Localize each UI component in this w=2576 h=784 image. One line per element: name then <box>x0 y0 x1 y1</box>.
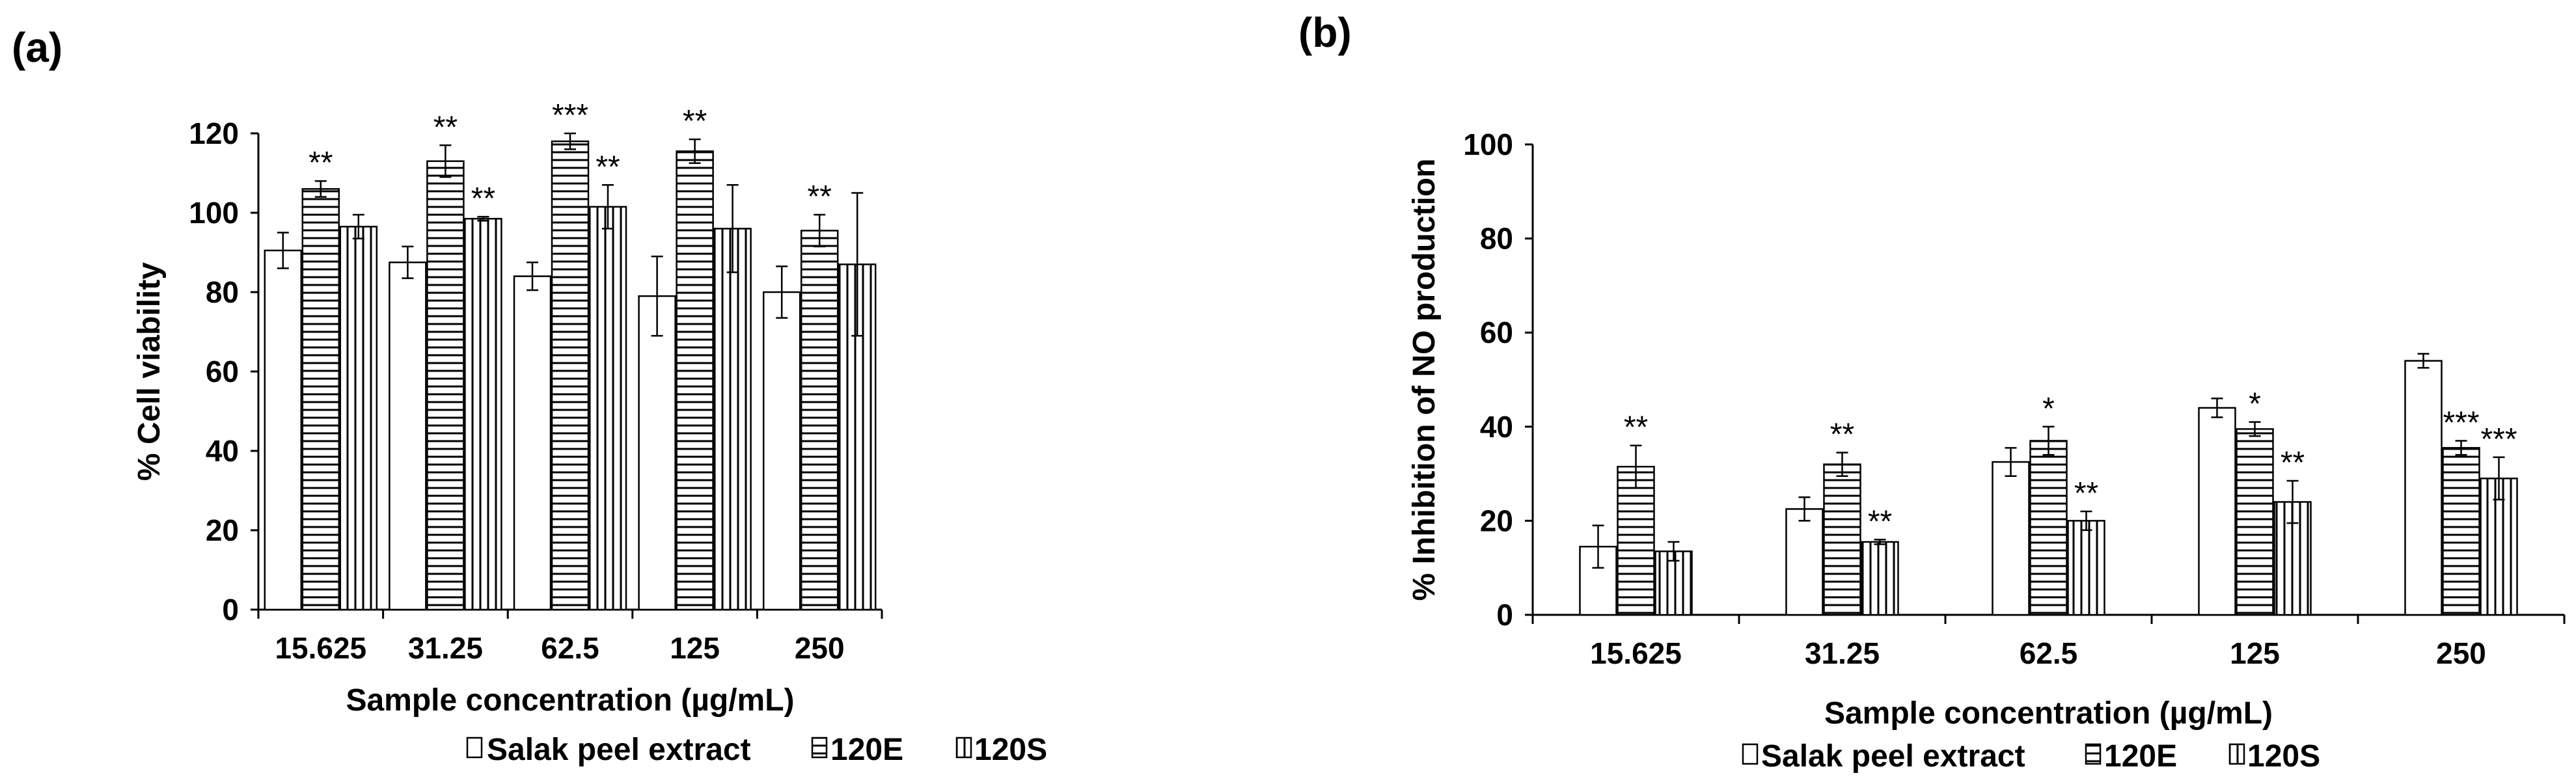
x-tick-label: 125 <box>2230 636 2280 670</box>
x-tick-label: 62.5 <box>2020 636 2078 670</box>
y-tick-label: 60 <box>1480 316 1513 349</box>
significance-label: ** <box>1830 418 1854 452</box>
legend-label: 120S <box>2247 739 2320 774</box>
significance-label: *** <box>2480 422 2517 457</box>
bar <box>301 188 340 611</box>
bar <box>1992 461 2030 616</box>
significance-label: ** <box>1624 411 1648 445</box>
legend-swatch <box>955 737 972 759</box>
legend-label: 120E <box>2104 739 2177 774</box>
y-tick-label: 100 <box>189 196 239 230</box>
x-tick-label: 31.25 <box>408 631 483 665</box>
bar <box>513 275 552 611</box>
bar <box>1617 466 1655 616</box>
legend-label: 120E <box>830 733 903 767</box>
significance-label: ** <box>2074 476 2098 511</box>
bar <box>264 249 303 611</box>
bar <box>638 295 676 611</box>
bar <box>1785 508 1824 616</box>
significance-label: *** <box>552 98 588 133</box>
bar <box>2442 447 2480 616</box>
y-tick-label: 120 <box>189 116 239 150</box>
y-tick-label: 20 <box>206 513 239 547</box>
bar <box>1861 541 1899 616</box>
bar <box>1823 463 1861 616</box>
x-axis-title: Sample concentration (µg/mL) <box>1824 696 2273 731</box>
y-tick-label: 0 <box>1496 598 1513 632</box>
bar <box>1654 550 1693 616</box>
chart-panel-b: (b)02040608010015.625**31.25****62.5***1… <box>1298 9 2566 774</box>
significance-label: * <box>2249 387 2261 422</box>
panel-label: (b) <box>1298 9 1352 56</box>
bar <box>389 262 427 611</box>
x-tick-label: 250 <box>795 631 845 665</box>
bar <box>426 160 465 611</box>
x-tick-label: 62.5 <box>541 631 599 665</box>
legend-label: 120S <box>974 733 1047 767</box>
y-tick-label: 80 <box>206 275 239 309</box>
bar <box>2236 428 2274 616</box>
legend-swatch <box>1742 743 1759 765</box>
significance-label: ** <box>1868 504 1892 539</box>
x-tick-label: 15.625 <box>275 631 366 665</box>
bar <box>2480 478 2518 616</box>
bar <box>464 217 502 611</box>
x-tick-label: 31.25 <box>1805 636 1880 670</box>
significance-label: *** <box>2443 405 2479 440</box>
panel-label: (a) <box>12 24 62 71</box>
x-tick-label: 250 <box>2436 636 2486 670</box>
x-axis-title: Sample concentration (µg/mL) <box>346 683 794 718</box>
bar <box>2067 520 2105 616</box>
y-tick-label: 80 <box>1480 222 1513 256</box>
legend-swatch <box>811 737 828 759</box>
chart-panel-a: (a) 0 20 40 60 80 100 120 15.625 ** 31.25 ** ** 62.5 *… <box>12 24 1047 767</box>
bar <box>800 230 839 611</box>
significance-label: ** <box>683 104 707 139</box>
bar <box>2404 360 2443 616</box>
significance-label: ** <box>596 150 620 184</box>
significance-label: * <box>2042 392 2055 426</box>
y-tick-label: 60 <box>206 355 239 388</box>
y-tick-label: 40 <box>206 434 239 468</box>
bar <box>713 228 752 611</box>
bar <box>339 226 378 611</box>
bar <box>551 140 590 611</box>
y-tick-label: 0 <box>222 593 239 627</box>
legend-swatch <box>2228 743 2245 765</box>
legend-label: Salak peel extract <box>487 733 751 767</box>
significance-label: ** <box>471 182 495 216</box>
y-tick-label: 40 <box>1480 410 1513 444</box>
legend-swatch <box>466 737 483 759</box>
bar <box>2029 440 2068 616</box>
bar <box>2198 407 2236 616</box>
y-tick-label: 100 <box>1463 128 1513 161</box>
bar <box>588 206 627 611</box>
legend-label: Salak peel extract <box>1761 739 2025 774</box>
significance-label: ** <box>433 110 458 144</box>
x-tick-label: 15.625 <box>1590 636 1682 670</box>
bar <box>676 150 714 611</box>
bar <box>762 291 801 611</box>
legend-swatch <box>2085 743 2102 765</box>
y-axis-title: % Cell viability <box>132 262 167 481</box>
y-axis-title: % Inhibition of NO production <box>1407 159 1442 601</box>
significance-label: ** <box>2281 446 2305 480</box>
significance-label: ** <box>308 146 333 180</box>
significance-label: ** <box>808 180 832 214</box>
x-tick-label: 125 <box>670 631 720 665</box>
y-tick-label: 20 <box>1480 504 1513 537</box>
